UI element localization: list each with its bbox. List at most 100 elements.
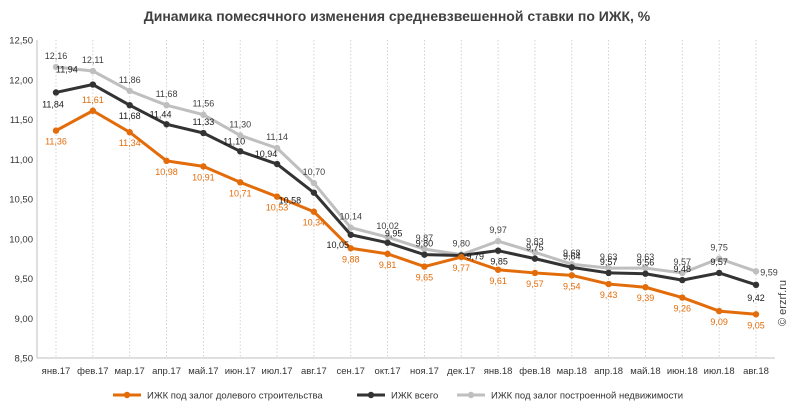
data-point — [752, 311, 760, 318]
legend-swatch-marker — [367, 391, 375, 399]
data-label: 9,97 — [489, 225, 507, 235]
data-label: 11,44 — [150, 109, 172, 119]
x-tick-label: май.17 — [188, 366, 218, 377]
data-label: 11,33 — [192, 117, 214, 127]
series-line — [55, 109, 757, 316]
data-label: 10,58 — [279, 196, 302, 206]
x-tick-label: июл.18 — [704, 366, 735, 377]
x-tick-label: апр.18 — [594, 366, 623, 377]
x-tick-label: мар.18 — [557, 366, 587, 377]
data-label: 11,86 — [119, 75, 141, 85]
y-tick-label: 11,00 — [10, 155, 33, 166]
x-tick-label: сен.17 — [336, 366, 365, 377]
data-label: 9,59 — [760, 267, 778, 277]
y-tick-label: 9,00 — [15, 314, 34, 325]
y-tick-label: 12,50 — [9, 36, 33, 47]
data-point — [52, 89, 60, 96]
x-tick-label: июл.17 — [262, 366, 293, 377]
y-tick-label: 8,50 — [15, 354, 34, 365]
data-point — [163, 121, 170, 128]
data-label: 9,57 — [674, 257, 692, 267]
data-label: 9,75 — [710, 243, 728, 253]
data-label: 9,54 — [563, 281, 581, 291]
data-label: 9,64 — [563, 251, 581, 261]
x-tick-label: мар.17 — [115, 366, 145, 377]
data-label: 9,95 — [385, 229, 403, 239]
y-tick-label: 9,50 — [15, 274, 34, 285]
data-point — [310, 179, 318, 187]
data-label: 11,68 — [119, 111, 141, 121]
data-label: 11,61 — [82, 95, 104, 105]
data-point — [642, 284, 649, 291]
x-tick-label: фев.18 — [519, 366, 550, 377]
y-tick-label: 10,50 — [9, 195, 33, 206]
data-point — [347, 245, 354, 252]
x-tick-label: дек.17 — [447, 366, 475, 377]
x-tick-label: янв.18 — [484, 366, 513, 377]
legend-entry-label: ИЖК под залог построенной недвижимости — [491, 391, 683, 402]
data-point — [273, 144, 281, 152]
x-tick-label: фев.17 — [77, 366, 108, 377]
data-label: 10,02 — [376, 221, 399, 231]
x-tick-label: июн.17 — [225, 366, 256, 377]
data-label: 9,57 — [600, 257, 618, 267]
data-label: 10,94 — [255, 149, 278, 159]
data-label: 9,68 — [563, 248, 581, 258]
data-label: 9,77 — [452, 263, 470, 273]
x-tick-label: авг.17 — [301, 366, 327, 377]
data-label: 11,14 — [266, 132, 288, 142]
data-label: 9,39 — [637, 293, 655, 303]
data-point — [384, 233, 391, 241]
data-point — [421, 245, 428, 253]
y-tick-label: 10,00 — [9, 234, 33, 245]
data-point — [752, 268, 760, 275]
series-line — [55, 83, 757, 287]
x-tick-label: янв.17 — [42, 366, 71, 377]
data-label: 11,56 — [192, 99, 214, 109]
data-point — [163, 101, 170, 109]
data-point — [715, 269, 723, 277]
data-point — [531, 255, 539, 262]
data-label: 9,57 — [526, 279, 544, 289]
x-tick-label: ноя.17 — [410, 366, 439, 377]
data-point — [347, 231, 354, 238]
legend-swatch-marker — [467, 391, 475, 399]
data-point — [715, 307, 723, 315]
data-label: 9,56 — [637, 258, 655, 268]
data-label: 10,71 — [229, 188, 252, 198]
data-label: 11,68 — [156, 89, 178, 99]
data-label: 11,36 — [45, 137, 67, 147]
data-point — [237, 132, 244, 139]
data-point — [384, 250, 391, 258]
series-layer — [52, 63, 760, 318]
data-point — [679, 269, 686, 277]
data-label: 9,09 — [710, 317, 728, 327]
data-label: 11,94 — [56, 65, 78, 75]
data-point — [605, 269, 612, 277]
data-point — [531, 249, 539, 256]
data-point — [531, 269, 539, 277]
data-label: 11,30 — [229, 119, 251, 129]
data-point — [494, 247, 502, 254]
axis-layer: 12,50 12,00 11,50 11,00 10,50 10,00 9,50 9,00 8,… — [9, 36, 775, 377]
data-point — [605, 264, 612, 272]
data-label: 9,57 — [710, 257, 728, 267]
data-point — [568, 272, 575, 279]
data-point — [89, 107, 97, 114]
x-tick-label: апр.17 — [152, 366, 181, 377]
data-label: 9,48 — [674, 264, 692, 274]
data-point — [200, 111, 207, 118]
data-point — [310, 208, 318, 215]
x-tick-label: июн.18 — [667, 366, 698, 377]
data-label: 11,84 — [42, 99, 64, 109]
data-label: 9,42 — [747, 293, 765, 303]
data-point — [458, 253, 465, 261]
data-label: 9,26 — [674, 304, 692, 314]
watermark: © erzrf.ru — [777, 280, 789, 326]
data-label: 9,80 — [416, 239, 434, 249]
series-line — [55, 65, 757, 275]
legend-entry-label: ИЖК всего — [391, 391, 438, 402]
data-label: 11,10 — [223, 136, 245, 146]
data-label: 10,70 — [303, 167, 326, 177]
